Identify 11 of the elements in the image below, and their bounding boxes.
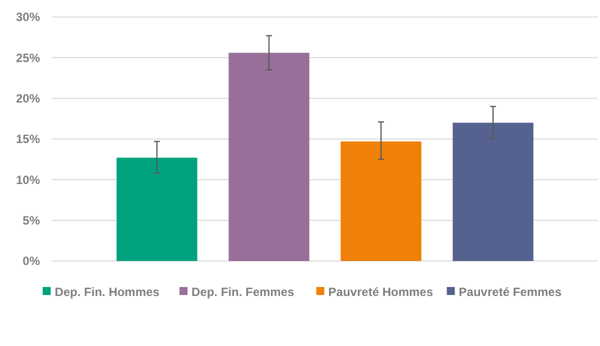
legend-label: Pauvreté Hommes — [328, 285, 434, 300]
y-tick-label: 0% — [22, 254, 40, 268]
y-tick-label: 15% — [16, 132, 40, 146]
y-tick-label: 5% — [22, 214, 40, 228]
y-tick-label: 25% — [16, 50, 40, 65]
legend-label: Dep. Fin. Hommes — [54, 285, 160, 300]
y-tick-label: 10% — [16, 172, 40, 187]
y-tick-label: 20% — [16, 92, 40, 106]
legend-label: Pauvreté Femmes — [458, 285, 562, 300]
y-tick-label: 30% — [16, 10, 40, 24]
legend-label: Dep. Fin. Femmes — [192, 285, 295, 300]
